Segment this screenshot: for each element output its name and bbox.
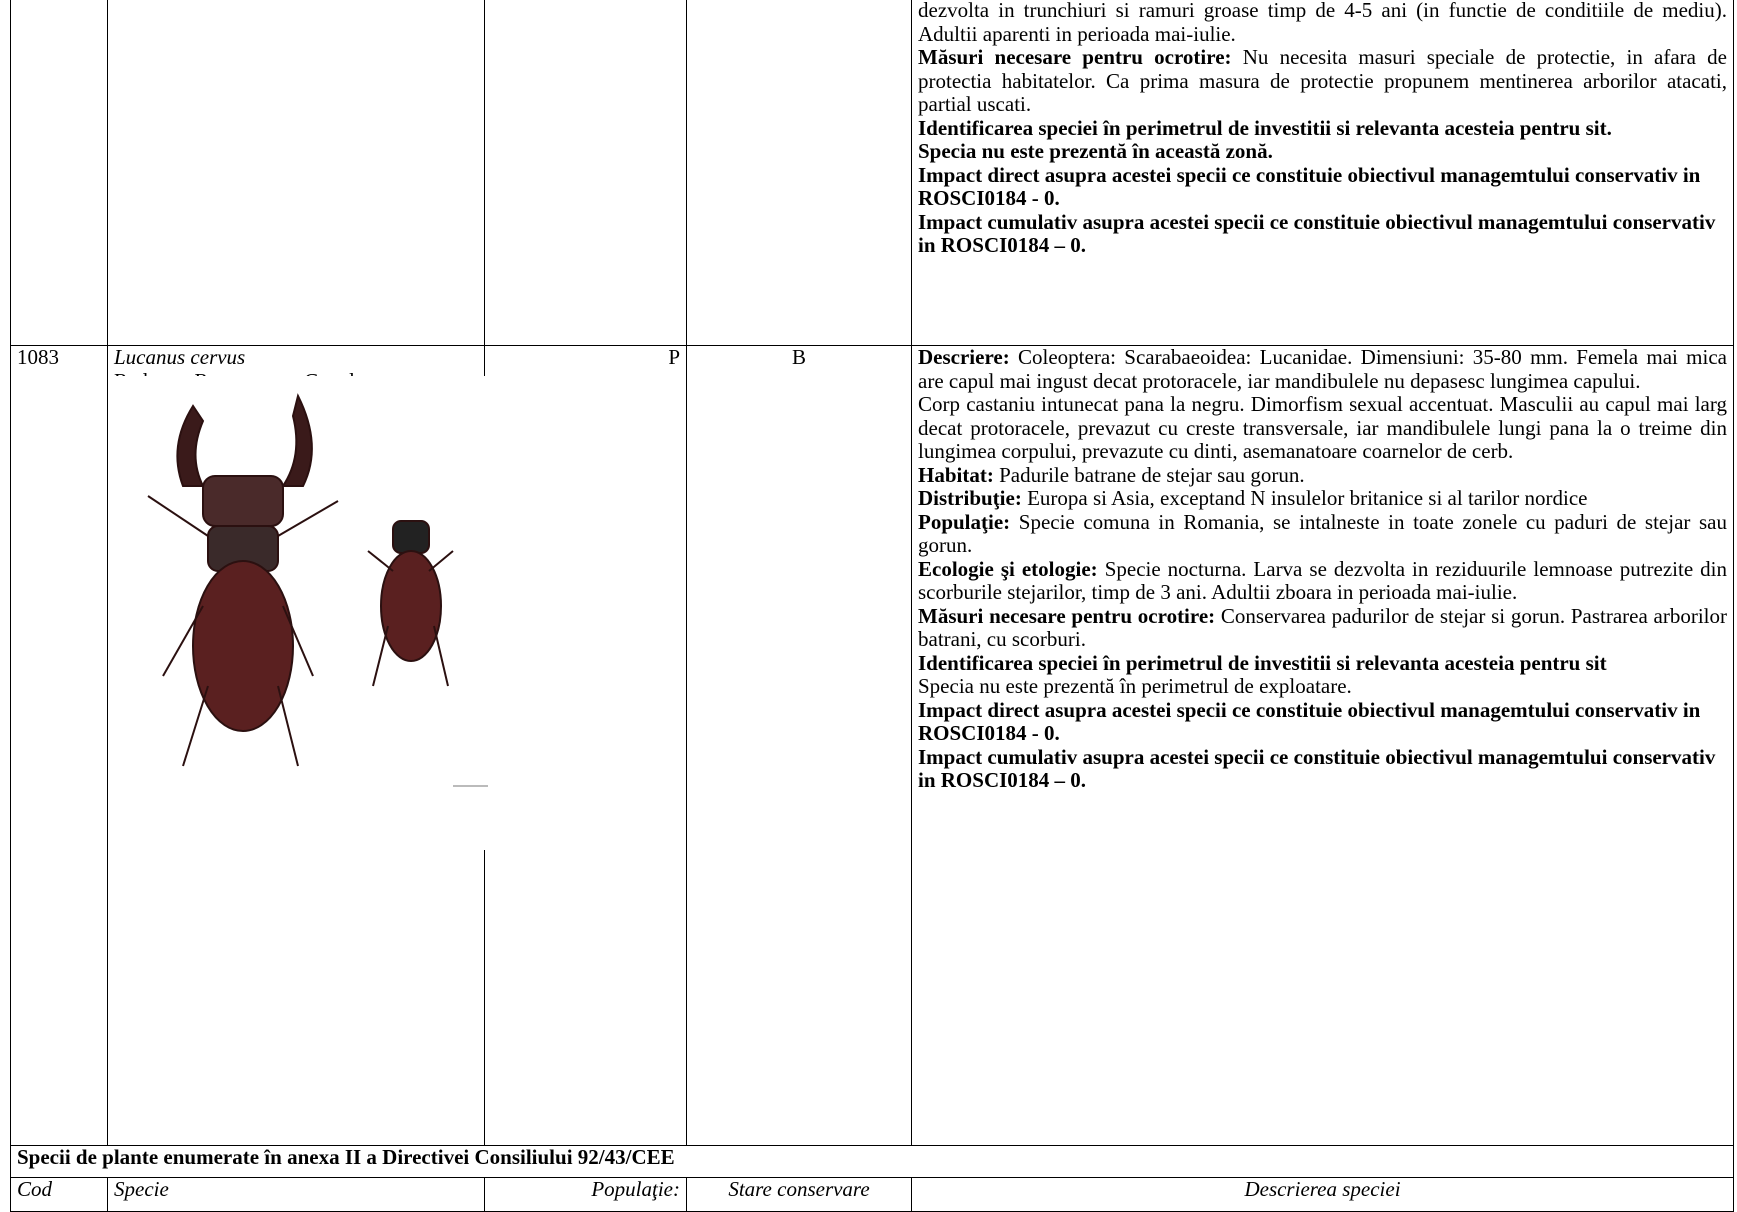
bold-text: Specia nu este prezentă în această zonă. xyxy=(918,139,1273,163)
label: Habitat: xyxy=(918,462,994,487)
bold-text: Impact direct asupra acestei specii ce c… xyxy=(918,697,1701,745)
section-title: Specii de plante enumerate în anexa II a… xyxy=(10,1145,1734,1178)
paragraph: Populaţie: Specie comuna in Romania, se … xyxy=(918,509,1727,558)
header-row: Cod Specie Populaţie: Stare conservare D… xyxy=(10,1177,1734,1212)
label: Măsuri necesare pentru ocrotire: xyxy=(918,603,1216,628)
code: 1083 xyxy=(17,345,59,369)
species-latin: Lucanus cervus xyxy=(114,345,246,369)
cell xyxy=(10,0,108,346)
cell xyxy=(107,0,485,346)
text: Nu necesita masuri speciale de protectie… xyxy=(918,45,1727,116)
text: Specie comuna in Romania, se intalneste … xyxy=(918,509,1727,557)
paragraph: Specia nu este prezentă în această zonă. xyxy=(918,139,1727,164)
cell xyxy=(686,0,912,346)
population-cell: P xyxy=(484,345,687,1146)
description-cell: dezvolta in trunchiuri si ramuri groase … xyxy=(911,0,1734,346)
code-cell: 1083 xyxy=(10,345,108,1146)
label: Descriere: xyxy=(918,345,1010,369)
paragraph: Măsuri necesare pentru ocrotire: Nu nece… xyxy=(918,45,1727,117)
text: Corp castaniu intunecat pana la negru. D… xyxy=(918,392,1727,463)
label: Distribuţie: xyxy=(918,486,1022,510)
paragraph: Impact cumulativ asupra acestei specii c… xyxy=(918,209,1727,258)
paragraph: dezvolta in trunchiuri si ramuri groase … xyxy=(918,0,1727,46)
paragraph: Corp castaniu intunecat pana la negru. D… xyxy=(918,392,1727,464)
paragraph: Ecologie şi etologie: Specie nocturna. L… xyxy=(918,556,1728,605)
header-cell: Stare conservare xyxy=(686,1177,912,1212)
text: Specie nocturna. Larva se dezvolta in re… xyxy=(918,556,1728,604)
paragraph: Habitat: Padurile batrane de stejar sau … xyxy=(918,462,1727,488)
paragraph: Descriere: Coleoptera: Scarabaeoidea: Lu… xyxy=(918,345,1727,394)
paragraph: Distribuţie: Europa si Asia, exceptand N… xyxy=(918,486,1727,511)
section-row: Specii de plante enumerate în anexa II a… xyxy=(10,1145,1734,1178)
description-cell: Descriere: Coleoptera: Scarabaeoidea: Lu… xyxy=(911,345,1734,1146)
paragraph: Specia nu este prezentă în perimetrul de… xyxy=(918,674,1727,699)
header-cell: Descrierea speciei xyxy=(911,1177,1734,1212)
text: Specia nu este prezentă în perimetrul de… xyxy=(918,674,1352,698)
table-row: dezvolta in trunchiuri si ramuri groase … xyxy=(10,0,1734,346)
header-cell: Cod xyxy=(10,1177,108,1212)
bold-text: Impact direct asupra acestei specii ce c… xyxy=(918,162,1701,210)
bold-text: Identificarea speciei în perimetrul de i… xyxy=(918,115,1612,140)
text: Coleoptera: Scarabaeoidea: Lucanidae. Di… xyxy=(918,345,1727,393)
text: Europa si Asia, exceptand N insulelor br… xyxy=(1027,486,1588,510)
conservation: B xyxy=(791,345,806,369)
header-cell: Specie xyxy=(107,1177,485,1212)
beetle-photo xyxy=(108,376,494,850)
text: dezvolta in trunchiuri si ramuri groase … xyxy=(918,0,1727,46)
header-cell: Populaţie: xyxy=(484,1177,687,1212)
paragraph: Impact direct asupra acestei specii ce c… xyxy=(918,162,1727,211)
paragraph: Impact direct asupra acestei specii ce c… xyxy=(918,697,1727,746)
paragraph: Măsuri necesare pentru ocrotire: Conserv… xyxy=(918,603,1728,652)
label: Ecologie şi etologie: xyxy=(918,556,1098,581)
text: Padurile batrane de stejar sau gorun. xyxy=(999,462,1305,487)
bold-text: Impact cumulativ asupra acestei specii c… xyxy=(918,744,1716,792)
label: Populaţie: xyxy=(918,509,1011,534)
paragraph: Identificarea speciei în perimetrul de i… xyxy=(918,115,1727,141)
paragraph: Identificarea speciei în perimetrul de i… xyxy=(918,650,1727,676)
bold-text: Impact cumulativ asupra acestei specii c… xyxy=(918,209,1716,257)
paragraph: Impact cumulativ asupra acestei specii c… xyxy=(918,744,1727,793)
population: P xyxy=(668,345,680,369)
text: Conservarea padurilor de stejar si gorun… xyxy=(918,603,1728,651)
label: Măsuri necesare pentru ocrotire: xyxy=(918,45,1232,69)
conservation-cell: B xyxy=(686,345,912,1146)
cell xyxy=(484,0,687,346)
species-table: dezvolta in trunchiuri si ramuri groase … xyxy=(10,0,1734,1212)
bold-text: Identificarea speciei în perimetrul de i… xyxy=(918,650,1607,675)
